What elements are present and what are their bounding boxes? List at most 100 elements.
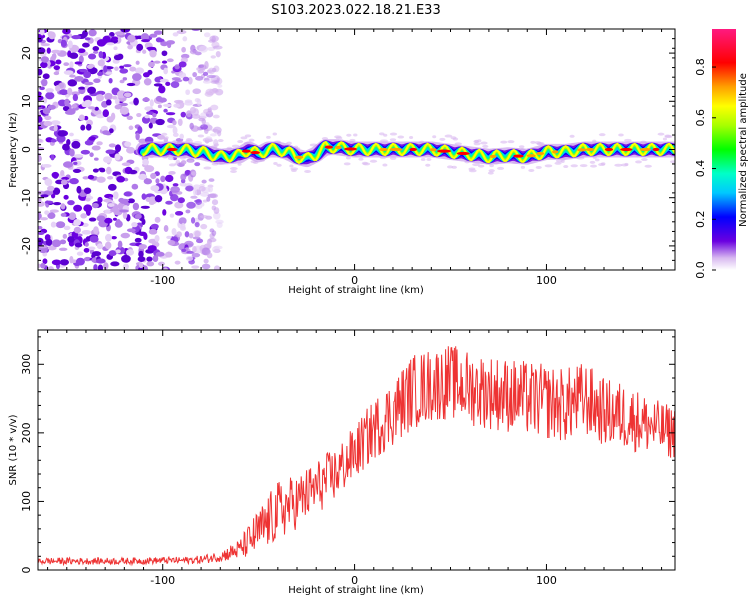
noise-point [63,225,71,231]
noise-point [217,84,223,88]
noise-point [203,32,211,38]
noise-point [138,173,148,181]
noise-point [644,164,652,168]
noise-point [62,233,68,239]
noise-point [80,213,88,219]
noise-point [56,134,66,143]
noise-point [579,164,588,168]
noise-point [244,134,252,138]
noise-point [60,179,68,186]
noise-point [500,140,508,144]
noise-point [67,87,73,96]
noise-point [43,190,54,196]
noise-point [152,113,157,118]
noise-point [141,193,147,200]
noise-point [44,210,50,215]
noise-point [358,157,364,161]
noise-point [51,239,62,248]
noise-point [389,132,398,136]
colorbar-tick-label: 0.8 [694,58,707,76]
noise-point [116,176,126,183]
band-peak [389,147,403,152]
noise-point [127,44,133,50]
noise-point [53,71,60,76]
noise-point [110,261,120,267]
noise-point [209,88,220,94]
noise-point [210,133,217,137]
noise-point [206,240,212,248]
noise-point [53,124,58,132]
noise-point [163,67,168,75]
noise-point [489,164,494,168]
noise-point [138,262,144,269]
noise-point [38,138,43,143]
noise-point [62,105,70,112]
noise-point [93,226,99,235]
noise-point [107,183,117,191]
noise-point [105,149,116,155]
noise-point [140,205,150,209]
noise-point [84,140,94,146]
noise-point [115,249,121,254]
band-peak [639,147,652,152]
noise-point [635,160,642,164]
noise-point [664,134,672,138]
noise-point [206,74,216,79]
noise-point [149,99,154,107]
noise-point [174,79,183,83]
noise-point [40,194,49,198]
noise-point [91,145,101,151]
noise-point [63,194,69,200]
noise-point [192,88,202,95]
noise-point [78,86,86,90]
noise-point [71,140,81,149]
noise-point [290,169,297,173]
noise-point [111,36,119,41]
noise-point [121,254,131,263]
noise-point [109,31,115,37]
noise-point [478,164,485,168]
noise-point [209,228,215,233]
noise-point [211,199,219,206]
noise-point [102,109,109,118]
noise-point [39,86,45,91]
noise-point [168,170,176,175]
noise-point [112,217,117,221]
noise-point [115,218,121,225]
noise-point [105,99,112,106]
noise-point [161,60,168,64]
noise-point [47,266,54,270]
bottom-x-axis-label: Height of straight line (km) [288,585,424,596]
noise-point [40,56,49,63]
noise-point [100,125,109,132]
noise-point [174,260,181,265]
noise-point [63,62,70,67]
noise-point [124,141,132,147]
noise-point [142,97,150,102]
noise-point [125,249,135,256]
bottom-y-tick-label: 0 [20,567,33,574]
noise-point [88,29,97,37]
noise-point [89,235,99,243]
noise-point [69,132,74,137]
noise-point [161,50,168,57]
noise-point [87,106,96,110]
band-peak [604,147,614,152]
noise-point [163,267,168,270]
noise-point [487,171,494,175]
noise-point [188,232,194,239]
band-peak [585,147,595,152]
noise-point [64,110,75,115]
noise-point [108,128,114,134]
snr-panel: -100 0 100 0 100 200 300 Height of straight l… [8,329,676,596]
noise-point [38,190,46,195]
noise-point [91,202,99,209]
noise-point [149,33,158,38]
noise-point [560,159,565,163]
top-x-tick-label: 0 [351,274,358,287]
noise-point [42,73,50,80]
noise-point [212,246,220,253]
noise-point [473,142,481,146]
noise-point [97,264,104,270]
colorbar-ticks: 0.0 0.2 0.4 0.6 0.8 [694,58,716,279]
